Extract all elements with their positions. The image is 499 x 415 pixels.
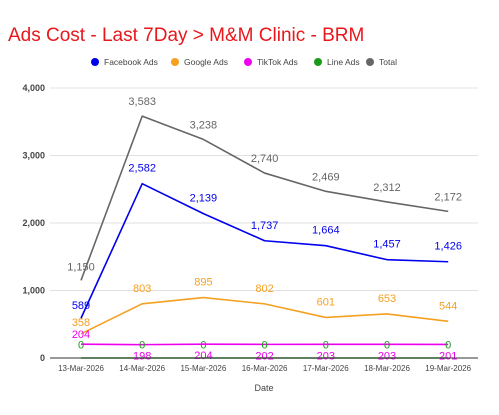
x-tick-label: 13-Mar-2026: [58, 364, 104, 373]
data-label: 0: [384, 340, 390, 352]
data-label: 358: [72, 317, 90, 329]
data-label: 3,583: [128, 96, 156, 108]
x-tick-label: 19-Mar-2026: [425, 364, 471, 373]
data-label: 204: [194, 350, 212, 362]
legend-marker: [366, 58, 374, 66]
data-label: 895: [194, 277, 212, 289]
data-label: 203: [378, 350, 396, 362]
data-label: 0: [139, 340, 145, 352]
y-axis-ticks: 0 1,000 2,000 3,000 4,000: [22, 83, 45, 363]
data-label: 2,582: [128, 163, 156, 175]
gridlines: [50, 87, 478, 291]
data-labels: 589 2,582 2,139 1,737 1,664 1,457 1,426 358 803 8…: [67, 96, 462, 362]
x-tick-label: 16-Mar-2026: [242, 364, 288, 373]
legend-marker: [244, 58, 252, 66]
data-label: 0: [78, 340, 84, 352]
data-label: 0: [323, 340, 329, 352]
data-label: 802: [255, 283, 273, 295]
data-label: 1,737: [251, 220, 279, 232]
legend-marker: [91, 58, 99, 66]
data-label: 3,238: [190, 119, 218, 131]
data-label: 0: [200, 340, 206, 352]
y-tick-label: 2,000: [22, 218, 45, 228]
x-axis-ticks: 13-Mar-2026 14-Mar-2026 15-Mar-2026 16-Mar-…: [58, 364, 472, 373]
legend-marker: [314, 58, 322, 66]
data-label: 2,469: [312, 171, 340, 183]
data-label: 601: [317, 296, 335, 308]
data-label: 803: [133, 283, 151, 295]
data-label: 198: [133, 351, 151, 363]
data-label: 203: [317, 350, 335, 362]
x-tick-label: 14-Mar-2026: [119, 364, 165, 373]
series-line: [80, 296, 449, 335]
x-axis-title: Date: [254, 383, 273, 393]
data-label: 1,457: [373, 239, 401, 251]
legend: Facebook Ads Google Ads TikTok Ads Line Ads…: [91, 57, 397, 67]
x-tick-label: 18-Mar-2026: [364, 364, 410, 373]
data-label: 204: [72, 329, 90, 341]
series-line: [80, 115, 449, 281]
data-label: 2,139: [190, 193, 218, 205]
data-label: 1,150: [67, 261, 95, 273]
data-label: 2,740: [251, 153, 279, 165]
legend-label: TikTok Ads: [257, 57, 298, 67]
data-label: 544: [439, 300, 457, 312]
legend-label: Google Ads: [184, 57, 228, 67]
legend-marker: [171, 58, 179, 66]
legend-label: Total: [379, 57, 397, 67]
y-tick-label: 0: [40, 353, 45, 363]
x-tick-label: 17-Mar-2026: [303, 364, 349, 373]
legend-label: Facebook Ads: [104, 57, 158, 67]
y-tick-label: 4,000: [22, 83, 45, 93]
data-label: 2,172: [434, 191, 462, 203]
data-label: 1,426: [434, 241, 462, 253]
chart-title: Ads Cost - Last 7Day > M&M Clinic - BRM: [8, 25, 364, 46]
x-tick-label: 15-Mar-2026: [180, 364, 226, 373]
data-label: 589: [72, 300, 90, 312]
data-label: 1,664: [312, 225, 340, 237]
data-label: 201: [439, 350, 457, 362]
data-label: 0: [445, 340, 451, 352]
y-tick-label: 3,000: [22, 151, 45, 161]
data-label: 202: [255, 350, 273, 362]
data-label: 0: [262, 340, 268, 352]
series-line: [80, 182, 449, 319]
legend-label: Line Ads: [327, 57, 360, 67]
y-tick-label: 1,000: [22, 286, 45, 296]
data-label: 653: [378, 293, 396, 305]
data-label: 2,312: [373, 182, 401, 194]
